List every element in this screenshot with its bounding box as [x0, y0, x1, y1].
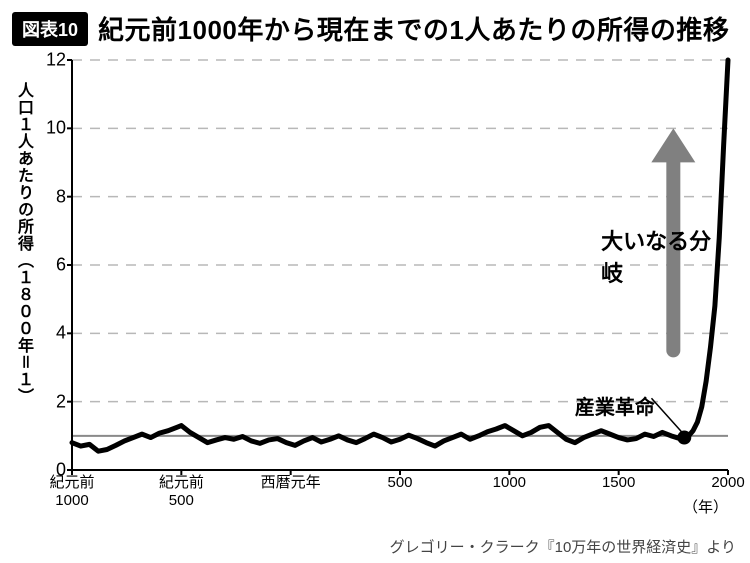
- x-tick-label: 500: [387, 474, 412, 492]
- chart-header: 図表10 紀元前1000年から現在までの1人あたりの所得の推移: [0, 0, 750, 53]
- y-axis-label: 人口１人あたりの所得（１８００年＝１）: [12, 82, 32, 405]
- y-tick-label: 6: [56, 255, 66, 276]
- x-tick-label: 紀元前1000: [49, 474, 94, 510]
- y-tick-label: 10: [46, 118, 66, 139]
- chart-title: 紀元前1000年から現在までの1人あたりの所得の推移: [98, 10, 729, 47]
- x-tick-label: 紀元前500: [159, 474, 204, 510]
- annotation-divergence: 大いなる分岐: [601, 224, 728, 288]
- annotation-industrial: 産業革命: [575, 391, 655, 420]
- x-tick-label: 1500: [602, 474, 635, 492]
- y-tick-label: 12: [46, 50, 66, 71]
- plot-area: 024681012紀元前1000紀元前500西暦元年50010001500200…: [72, 60, 728, 470]
- source-citation: グレゴリー・クラーク『10万年の世界経済史』より: [390, 536, 736, 557]
- x-tick-label: 2000: [711, 474, 744, 492]
- x-axis-unit: （年）: [683, 496, 728, 517]
- chart-container: 人口１人あたりの所得（１８００年＝１） 024681012紀元前1000紀元前5…: [12, 52, 738, 512]
- figure-badge: 図表10: [12, 12, 88, 46]
- y-tick-label: 4: [56, 323, 66, 344]
- x-tick-label: 西暦元年: [261, 474, 321, 492]
- x-tick-label: 1000: [493, 474, 526, 492]
- y-tick-label: 8: [56, 186, 66, 207]
- y-tick-label: 2: [56, 391, 66, 412]
